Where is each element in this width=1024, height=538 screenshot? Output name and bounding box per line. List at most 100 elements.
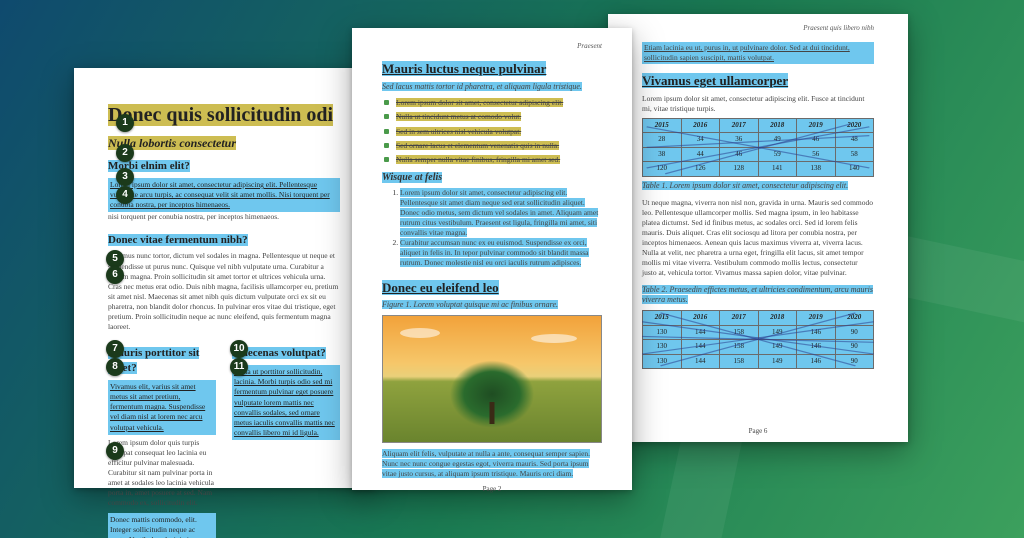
annotation-marker-9: 9 [106, 442, 124, 460]
page1-para1-highlight: Lorem ipsum dolor sit amet, consectetur … [108, 178, 340, 212]
table-cell: 140 [835, 162, 874, 176]
table-cell: 126 [681, 162, 720, 176]
page3-footer: Page 6 [642, 427, 874, 436]
page1-h3-b: Donec vitae fermentum nibh? [108, 233, 340, 248]
table-header-cell: 2015 [643, 119, 682, 133]
page2-numbered-list: Lorem ipsum dolor sit amet, consectetur … [382, 188, 602, 269]
page2-tail-para: Aliquam elit felis, vulputate at nulla a… [382, 449, 602, 479]
table-cell: 158 [720, 354, 759, 368]
table-cell: 28 [643, 133, 682, 147]
table-cell: 141 [758, 162, 797, 176]
document-page-3: Praesent quis libero nibh Etiam lacinia … [608, 14, 908, 442]
page1-subtitle: Nulla lobortis consectetur [108, 135, 340, 151]
page2-h2-b: Donec eu eleifend leo [382, 279, 602, 297]
table-cell: 146 [797, 340, 836, 354]
table-cell: 149 [758, 325, 797, 339]
table-row: 13014415814914690 [643, 340, 874, 354]
table-cell: 58 [835, 147, 874, 161]
bullet-item: Sed in sem ultrices nisl vehicula volutp… [396, 125, 602, 137]
page1-col-b: Maecenas volutpat? Nulla ut porttitor so… [232, 338, 340, 538]
table-header-cell: 2015 [643, 311, 682, 325]
page2-running-header: Praesent [577, 42, 602, 51]
table-header-cell: 2020 [835, 311, 874, 325]
table-header-cell: 2016 [681, 119, 720, 133]
page1-title-hl: Donec quis sollicitudin odi [108, 104, 333, 126]
table-row: 13014415814914690 [643, 325, 874, 339]
table-cell: 144 [681, 354, 720, 368]
table-cell: 144 [681, 325, 720, 339]
page1-cola-hl1: Vivamus elit, varius sit amet metus sit … [108, 380, 216, 435]
page3-table2-caption: Table 2. Praesedin effictes metus, et ul… [642, 285, 874, 307]
page3-h1: Vivamus eget ullamcorper [642, 72, 874, 90]
table-cell: 158 [720, 325, 759, 339]
table-cell: 36 [720, 133, 759, 147]
table-cell: 49 [758, 133, 797, 147]
table-cell: 90 [835, 340, 874, 354]
table-cell: 130 [643, 340, 682, 354]
table-cell: 130 [643, 354, 682, 368]
page2-figure-caption: Figure 1. Lorem voluptat quisque mi ac f… [382, 300, 602, 311]
page1-colb-heading: Maecenas volutpat? [232, 346, 340, 361]
table-header-cell: 2018 [758, 311, 797, 325]
page1-cola-tail: Lorem ipsum dolor quis turpis volutpat c… [108, 438, 216, 509]
page1-h3-a: Morbi elnim elit? [108, 159, 340, 174]
table-row: 13014415814914690 [643, 354, 874, 368]
bullet-item: Nulla semper nulla vitae finibus, fringi… [396, 153, 602, 165]
table-row: 384446595658 [643, 147, 874, 161]
page1-para1-tail: nisi torquent per conubia nostra, per in… [108, 212, 340, 222]
annotation-marker-3: 3 [116, 168, 134, 186]
table-cell: 90 [835, 325, 874, 339]
page2-footer: Page 2 [382, 485, 602, 494]
tree-trunk [490, 402, 495, 424]
page2-h4-b: Wisque at felis [382, 171, 602, 185]
page3-table1-wrap: 2015201620172018201920202834364946483844… [642, 118, 874, 177]
annotation-marker-4: 4 [116, 186, 134, 204]
page1-colb-hl: Nulla ut porttitor sollicitudin, lacinia… [232, 365, 340, 440]
table-cell: 158 [720, 340, 759, 354]
bullet-item: Lorem ipsum dolor sit amet, consectetur … [396, 96, 602, 108]
document-page-1: Donec quis sollicitudin odi Nulla lobort… [74, 68, 374, 488]
page2-figure-image [382, 315, 602, 443]
table-header-cell: 2017 [720, 119, 759, 133]
page2-h1: Mauris luctus neque pulvinar [382, 60, 602, 78]
page1-para2: Vivamus nunc tortor, dictum vel sodales … [108, 251, 340, 332]
table-cell: 130 [643, 325, 682, 339]
table-cell: 138 [797, 162, 836, 176]
cloud-shape [531, 334, 577, 343]
table-cell: 149 [758, 354, 797, 368]
document-page-2: Praesent Mauris luctus neque pulvinar Se… [352, 28, 632, 490]
page3-running-header: Praesent quis libero nibh [803, 24, 874, 33]
bullet-item: Nulla ut tincidunt metus at comodo volut… [396, 110, 602, 122]
table-header-cell: 2020 [835, 119, 874, 133]
table-header-cell: 2019 [797, 311, 836, 325]
page3-table-1: 2015201620172018201920202834364946483844… [642, 118, 874, 177]
table-cell: 120 [643, 162, 682, 176]
cloud-shape [400, 328, 440, 338]
page3-lead2: Lorem ipsum dolor sit amet, consectetur … [642, 94, 874, 114]
table-cell: 48 [835, 133, 874, 147]
page1-title: Donec quis sollicitudin odi [108, 102, 340, 129]
table-cell: 90 [835, 354, 874, 368]
table-header-cell: 2017 [720, 311, 759, 325]
table-cell: 44 [681, 147, 720, 161]
page3-lead-highlight: Etiam lacinia eu ut, purus in, ut pulvin… [642, 42, 874, 64]
table-header-cell: 2019 [797, 119, 836, 133]
annotation-marker-10: 10 [230, 340, 248, 358]
table-cell: 146 [797, 325, 836, 339]
numbered-item: Curabitur accumsan nunc ex eu euismod. S… [400, 238, 602, 268]
page1-col-a: Mauris porttitor sit amet? Vivamus elit,… [108, 338, 216, 538]
page3-table-2: 2015201620172018201920201301441581491469… [642, 310, 874, 369]
page2-caption-1: Sed lacus mattis tortor id pharetra, et … [382, 82, 602, 93]
table-row: 120126128141138140 [643, 162, 874, 176]
annotation-marker-2: 2 [116, 144, 134, 162]
bullet-item: Sed ornare lacus et elementum venenatis … [396, 139, 602, 151]
table-row: 283436494648 [643, 133, 874, 147]
numbered-item: Lorem ipsum dolor sit amet, consectetur … [400, 188, 602, 239]
page2-bullet-list: Lorem ipsum dolor sit amet, consectetur … [382, 96, 602, 165]
annotation-marker-7: 7 [106, 340, 124, 358]
page1-cola-heading: Mauris porttitor sit amet? [108, 346, 216, 376]
annotation-marker-6: 6 [106, 266, 124, 284]
page3-table1-caption: Table 1. Lorem ipsum dolor sit amet, con… [642, 181, 874, 192]
table-cell: 56 [797, 147, 836, 161]
page3-mid-para: Ut neque magna, viverra non nisl non, gr… [642, 198, 874, 279]
